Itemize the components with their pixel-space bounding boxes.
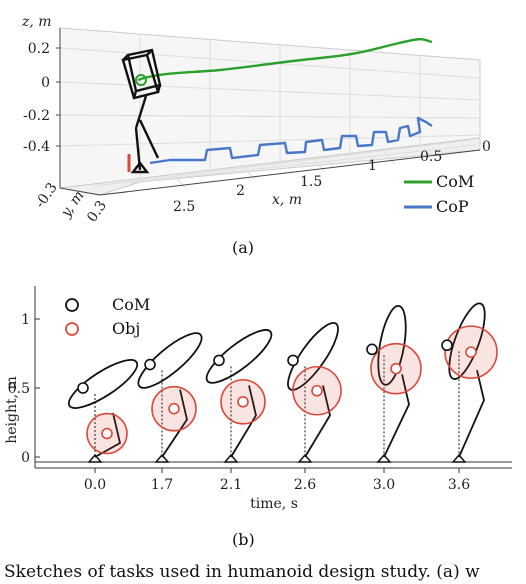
obj-point bbox=[465, 346, 477, 358]
foot bbox=[154, 453, 170, 463]
x-tick-label: 2 bbox=[236, 183, 245, 199]
foot bbox=[297, 453, 313, 463]
z-ticks: 0.2 0 -0.2 -0.4 bbox=[23, 41, 60, 155]
leg-line bbox=[304, 385, 331, 458]
com-point bbox=[287, 354, 299, 367]
x-tick-label: 0 bbox=[482, 139, 491, 155]
z-tick-label: 0 bbox=[41, 75, 50, 91]
legend-marker-com bbox=[65, 298, 79, 312]
y-tick-label: -0.3 bbox=[32, 180, 61, 211]
x-tick-label: 0.0 bbox=[84, 477, 106, 493]
panel-b: 00.51 0.0 1.7 2.1 2.6 3.0 3.6 height, m time,… bbox=[4, 286, 512, 549]
y-tick-label: 0.5 bbox=[8, 381, 30, 397]
y-ticks: 00.51 bbox=[8, 312, 40, 466]
x-axis-label: time, s bbox=[250, 496, 298, 512]
obj-point bbox=[390, 362, 402, 375]
foot bbox=[223, 453, 239, 463]
torso-outline bbox=[448, 302, 486, 380]
x-axis-label: x, m bbox=[272, 192, 302, 208]
x-ticks: 0 0.5 1 1.5 2 2.5 bbox=[173, 139, 491, 215]
obj-point bbox=[101, 427, 113, 440]
leg-line bbox=[383, 374, 410, 458]
x-tick-label: 1.5 bbox=[300, 174, 322, 190]
panel-a: 0.2 0 -0.2 -0.4 z, m 0 0.5 1 1.5 2 2.5 x… bbox=[21, 14, 491, 257]
z-axis-label: z, m bbox=[21, 14, 52, 30]
torso-outline bbox=[377, 305, 407, 386]
legend-b: CoM Obj bbox=[65, 295, 150, 338]
com-trajectory bbox=[137, 38, 433, 82]
data-marks bbox=[77, 325, 498, 455]
stick-figures bbox=[67, 302, 486, 463]
x-tick-label: 1.7 bbox=[151, 477, 173, 493]
foot bbox=[376, 453, 392, 463]
x-tick-label: 3.0 bbox=[373, 477, 395, 493]
x-axis-line bbox=[99, 149, 481, 196]
obj-point bbox=[168, 402, 180, 415]
x-tick-label: 3.6 bbox=[448, 477, 470, 493]
leg-line bbox=[458, 370, 485, 458]
y-tick-label: 1 bbox=[21, 312, 30, 328]
cop-trajectory bbox=[149, 116, 433, 165]
obj-point bbox=[311, 384, 323, 397]
com-point bbox=[366, 343, 378, 356]
leg-line bbox=[94, 412, 122, 458]
com-point bbox=[213, 354, 225, 367]
torso-outline bbox=[287, 322, 339, 391]
y-tick-label: 0.3 bbox=[84, 198, 110, 225]
robot-sketch bbox=[121, 48, 162, 174]
x-tick-label: 2.1 bbox=[220, 477, 242, 493]
torso-outline bbox=[205, 329, 273, 384]
torso-outline bbox=[67, 359, 139, 409]
foot bbox=[87, 453, 103, 463]
legend-a: CoM CoP bbox=[404, 172, 474, 216]
panel-b-label: (b) bbox=[232, 530, 255, 549]
y-tick-label: 0 bbox=[21, 450, 30, 466]
panel-a-label: (a) bbox=[232, 238, 254, 257]
x-tick-label: 0.5 bbox=[420, 149, 442, 165]
torso-outline bbox=[137, 332, 203, 389]
floor-grid bbox=[94, 139, 477, 189]
y-axis-label: height, m bbox=[4, 376, 20, 444]
x-tick-label: 1 bbox=[368, 158, 377, 174]
x-tick-label: 2.6 bbox=[294, 477, 316, 493]
x-tick-label: 2.5 bbox=[173, 199, 195, 215]
legend-marker-obj bbox=[65, 322, 79, 336]
legend-label-cop: CoP bbox=[436, 197, 469, 216]
legend-label-com: CoM bbox=[436, 172, 474, 191]
z-tick-label: -0.4 bbox=[23, 139, 50, 155]
com-point bbox=[441, 339, 453, 352]
leg-line bbox=[161, 389, 188, 458]
leg-line bbox=[230, 385, 257, 458]
foot bbox=[451, 453, 467, 463]
x-ticks: 0.0 1.7 2.1 2.6 3.0 3.6 bbox=[84, 468, 470, 493]
legend-label-obj: Obj bbox=[112, 319, 140, 338]
com-marker bbox=[135, 74, 147, 86]
obj-point bbox=[237, 395, 249, 408]
com-point bbox=[77, 382, 89, 394]
y-axis-line bbox=[59, 187, 101, 196]
figure-caption: Sketches of tasks used in humanoid desig… bbox=[4, 562, 480, 582]
com-point bbox=[144, 358, 156, 371]
legend-label-com: CoM bbox=[112, 295, 150, 314]
z-tick-label: -0.2 bbox=[23, 108, 50, 124]
z-tick-label: 0.2 bbox=[28, 41, 50, 57]
